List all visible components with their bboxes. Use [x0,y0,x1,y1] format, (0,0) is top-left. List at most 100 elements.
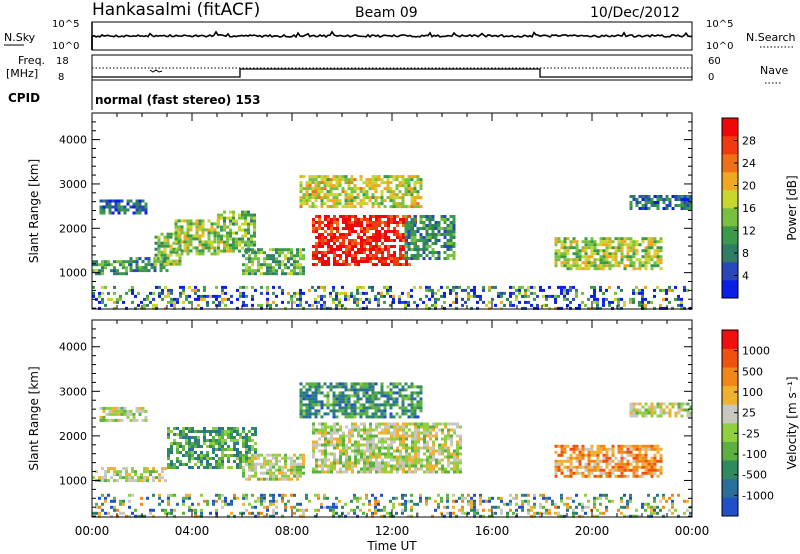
heatmap-cell [311,385,315,389]
heatmap-cell [305,406,309,410]
heatmap-cell [491,505,494,509]
heatmap-cell [218,493,221,497]
heatmap-cell [479,294,482,298]
heatmap-cell [386,385,390,389]
heatmap-cell [435,425,438,429]
heatmap-cell [413,391,417,395]
heatmap-cell [432,425,435,429]
heatmap-cell [327,245,330,248]
heatmap-cell [312,428,315,432]
heatmap-cell [668,288,671,292]
heatmap-cell [356,297,359,301]
heatmap-cell [473,493,476,497]
heatmap-cell [647,408,651,412]
heatmap-cell [593,240,597,244]
heatmap-cell [569,264,573,268]
heatmap-cell [434,236,438,239]
heatmap-cell [284,453,287,457]
heatmap-cell [302,465,305,469]
heatmap-cell [683,288,686,292]
heatmap-cell [203,430,206,433]
heatmap-cell [339,233,342,236]
heatmap-cell [239,291,242,295]
heatmap-cell [131,476,134,480]
heatmap-cell [404,303,407,307]
heatmap-cell [635,291,638,295]
heatmap-cell [293,254,296,258]
heatmap-cell [308,394,312,398]
heatmap-cell [410,385,414,389]
heatmap-cell [399,437,402,441]
heatmap-cell [209,442,212,445]
heatmap-cell [369,239,372,242]
heatmap-cell [557,505,560,509]
heatmap-cell [392,385,396,389]
heatmap-cell [290,269,293,273]
heatmap-cell [659,258,663,262]
heatmap-cell [351,239,354,242]
heatmap-cell [384,221,387,224]
heatmap-cell [152,514,155,518]
heatmap-cell [425,248,429,251]
heatmap-cell [629,237,633,241]
heatmap-cell [509,508,512,512]
heatmap-cell [393,428,396,432]
heatmap-cell [644,471,648,475]
heatmap-cell [366,470,369,474]
heatmap-cell [332,415,336,419]
heatmap-cell [566,288,569,292]
heatmap-cell [203,457,206,460]
heatmap-cell [323,303,326,307]
heatmap-cell [329,199,333,203]
heatmap-cell [339,425,342,429]
heatmap-cell [455,294,458,298]
heatmap-cell [578,255,582,259]
heatmap-cell [620,511,623,515]
heatmap-cell [689,414,693,418]
heatmap-cell [623,444,627,448]
heatmap-cell [396,446,399,450]
heatmap-cell [402,443,405,447]
heatmap-cell [332,514,335,518]
heatmap-cell [399,440,402,444]
heatmap-cell [464,288,467,292]
heatmap-cell [248,456,251,460]
heatmap-cell [632,252,636,256]
heatmap-cell [257,257,260,261]
heatmap-cell [614,465,618,469]
heatmap-cell [363,248,366,251]
heatmap-cell [384,422,387,426]
heatmap-cell [209,294,212,298]
heatmap-cell [410,236,414,239]
heatmap-cell [542,493,545,497]
heatmap-cell [593,505,596,509]
heatmap-cell [584,493,587,497]
heatmap-cell [113,499,116,503]
heatmap-cell [192,222,196,226]
heatmap-cell [260,291,263,295]
heatmap-cell [677,204,681,207]
heatmap-cell [207,243,211,247]
heatmap-cell [647,493,650,497]
heatmap-cell [163,262,167,266]
heatmap-cell [363,467,366,471]
heatmap-cell [123,409,127,413]
heatmap-cell [423,437,426,441]
heatmap-cell [369,470,372,474]
heatmap-cell [344,291,347,295]
heatmap-cell [312,467,315,471]
heatmap-cell [336,458,339,462]
heatmap-cell [317,300,320,304]
heatmap-cell [671,207,675,210]
heatmap-cell [250,216,253,220]
heatmap-cell [302,456,305,460]
heatmap-cell [363,239,366,242]
heatmap-cell [194,442,197,445]
heatmap-cell [253,228,256,232]
heatmap-cell [402,422,405,426]
heatmap-cell [578,514,581,518]
heatmap-cell [413,224,417,227]
heatmap-cell [431,224,435,227]
heatmap-cell [338,303,341,307]
heatmap-cell [111,418,115,422]
